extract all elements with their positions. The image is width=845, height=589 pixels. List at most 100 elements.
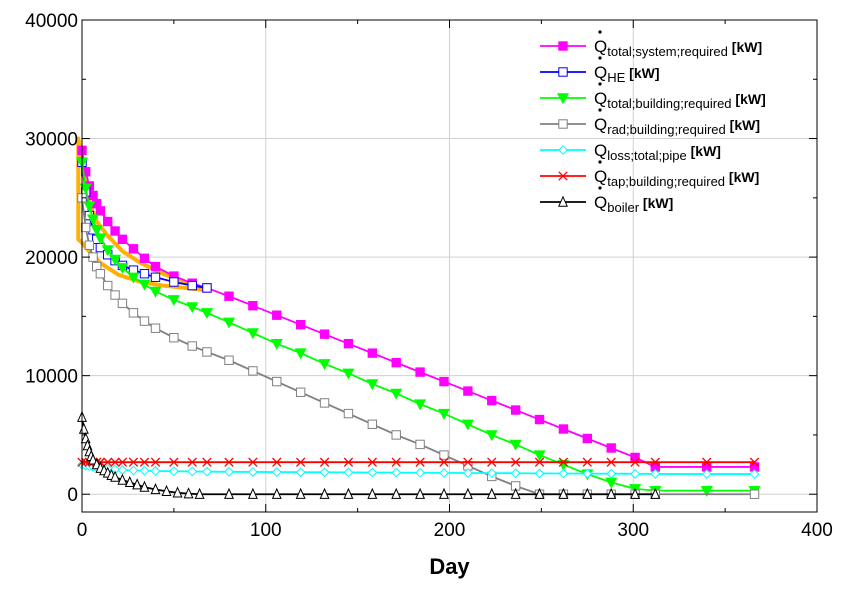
data-point-loss_total_pipe xyxy=(486,468,497,479)
data-point-boiler xyxy=(172,486,183,498)
data-point-tap_building_required xyxy=(582,457,592,467)
data-point-total_building_required xyxy=(200,308,213,320)
data-point-HE xyxy=(169,277,179,287)
data-point-total_building_required xyxy=(101,245,114,257)
data-point-total_system_required xyxy=(630,452,640,463)
data-point-total_system_required xyxy=(558,424,569,434)
data-point-loss_total_pipe xyxy=(582,468,593,479)
data-point-loss_total_pipe xyxy=(558,468,569,479)
data-point-rad_building_required xyxy=(319,398,330,408)
series-rad_building_required xyxy=(77,193,760,499)
data-point-rad_building_required xyxy=(95,269,106,279)
data-point-total_building_required xyxy=(437,408,451,420)
data-point-boiler xyxy=(650,487,661,499)
data-point-total_system_required xyxy=(606,443,616,453)
data-point-boiler xyxy=(510,487,521,499)
legend: Qtotal;system;required [kW] QHE [kW] Qtota… xyxy=(540,30,766,215)
data-point-boiler xyxy=(295,487,306,499)
data-point-loss_total_pipe xyxy=(630,468,640,479)
series-loss_total_pipe xyxy=(77,459,760,479)
data-point-boiler xyxy=(139,480,150,492)
data-point-rad_building_required xyxy=(343,408,354,419)
legend-entry-HE: QHE [kW] xyxy=(540,56,660,85)
grid xyxy=(82,20,817,512)
data-point-total_system_required xyxy=(224,291,234,301)
data-point-total_building_required xyxy=(485,430,498,442)
data-point-rad_building_required xyxy=(272,376,282,387)
series-tap_building_required xyxy=(77,457,760,467)
legend-marker xyxy=(558,41,568,51)
data-point-loss_total_pipe xyxy=(367,467,378,478)
data-point-boiler xyxy=(110,470,121,482)
data-point-total_system_required xyxy=(95,206,106,216)
data-point-total_building_required xyxy=(83,201,96,213)
data-point-boiler xyxy=(132,478,143,490)
data-point-rad_building_required xyxy=(103,280,113,291)
legend-label: Qloss;total;pipe [kW] xyxy=(594,141,721,163)
data-point-tap_building_required xyxy=(296,457,306,467)
data-point-boiler xyxy=(582,487,593,499)
data-point-boiler xyxy=(558,487,569,499)
data-point-loss_total_pipe xyxy=(343,467,354,478)
data-point-tap_building_required xyxy=(487,457,497,467)
data-point-boiler xyxy=(124,475,135,488)
legend-dot xyxy=(598,82,602,86)
data-point-rad_building_required xyxy=(367,419,378,429)
data-point-loss_total_pipe xyxy=(510,468,521,479)
y-tick-label: 20000 xyxy=(25,248,78,269)
data-point-HE xyxy=(202,283,212,293)
data-point-tap_building_required xyxy=(248,457,258,467)
data-point-total_building_required xyxy=(270,338,283,350)
data-point-loss_total_pipe xyxy=(439,467,449,478)
data-point-rad_building_required xyxy=(150,323,161,333)
legend-entry-total_system_required: Qtotal;system;required [kW] xyxy=(540,30,762,59)
data-point-tap_building_required xyxy=(169,457,179,467)
data-point-total_building_required xyxy=(533,450,546,462)
data-point-loss_total_pipe xyxy=(187,466,198,477)
x-tick-label: 0 xyxy=(77,520,88,541)
legend-marker xyxy=(558,195,568,207)
data-point-total_building_required xyxy=(461,419,474,431)
data-point-total_system_required xyxy=(103,216,113,227)
data-point-total_system_required xyxy=(319,329,330,339)
data-point-total_system_required xyxy=(391,357,401,368)
data-point-tap_building_required xyxy=(510,457,521,467)
data-point-tap_building_required xyxy=(367,457,377,467)
legend-label: Qtap;building;required [kW] xyxy=(594,167,759,189)
data-point-rad_building_required xyxy=(169,333,179,343)
data-point-total_system_required xyxy=(150,261,161,272)
legend-label: Qtotal;building;required [kW] xyxy=(594,89,766,111)
data-point-boiler xyxy=(117,473,128,485)
data-point-tap_building_required xyxy=(272,457,282,467)
data-point-boiler xyxy=(630,487,641,499)
data-point-total_building_required xyxy=(86,214,100,226)
y-tick-label: 30000 xyxy=(25,130,78,151)
legend-dot xyxy=(598,160,602,164)
data-point-tap_building_required xyxy=(606,457,616,467)
data-point-tap_building_required xyxy=(391,457,401,467)
data-point-boiler xyxy=(194,487,205,499)
legend-label: Qboiler [kW] xyxy=(594,193,673,215)
axes: 0 100 200 300 400 0 10000 20000 30000 40000 Day xyxy=(25,11,833,579)
data-point-loss_total_pipe xyxy=(128,465,139,476)
data-point-tap_building_required xyxy=(534,457,545,467)
data-point-tap_building_required xyxy=(202,457,212,467)
data-point-rad_building_required xyxy=(391,430,401,440)
legend-entry-rad_building_required: Qrad;building;required [kW] xyxy=(540,108,760,137)
data-point-loss_total_pipe xyxy=(749,469,760,479)
data-point-rad_building_required xyxy=(80,222,91,233)
data-point-boiler xyxy=(462,487,473,499)
data-point-total_building_required xyxy=(414,399,427,411)
data-point-boiler xyxy=(343,487,354,499)
legend-label: Qrad;building;required [kW] xyxy=(594,115,760,137)
legend-entry-boiler: Qboiler [kW] xyxy=(540,186,673,215)
data-point-total_system_required xyxy=(117,234,128,245)
data-point-loss_total_pipe xyxy=(391,467,402,478)
data-point-loss_total_pipe xyxy=(224,466,234,477)
x-tick-label: 400 xyxy=(801,520,833,541)
data-point-total_building_required xyxy=(109,254,122,266)
x-tick-label: 200 xyxy=(434,520,466,541)
data-point-rad_building_required xyxy=(117,298,128,309)
data-point-rad_building_required xyxy=(187,341,197,351)
data-point-boiler xyxy=(606,487,617,499)
